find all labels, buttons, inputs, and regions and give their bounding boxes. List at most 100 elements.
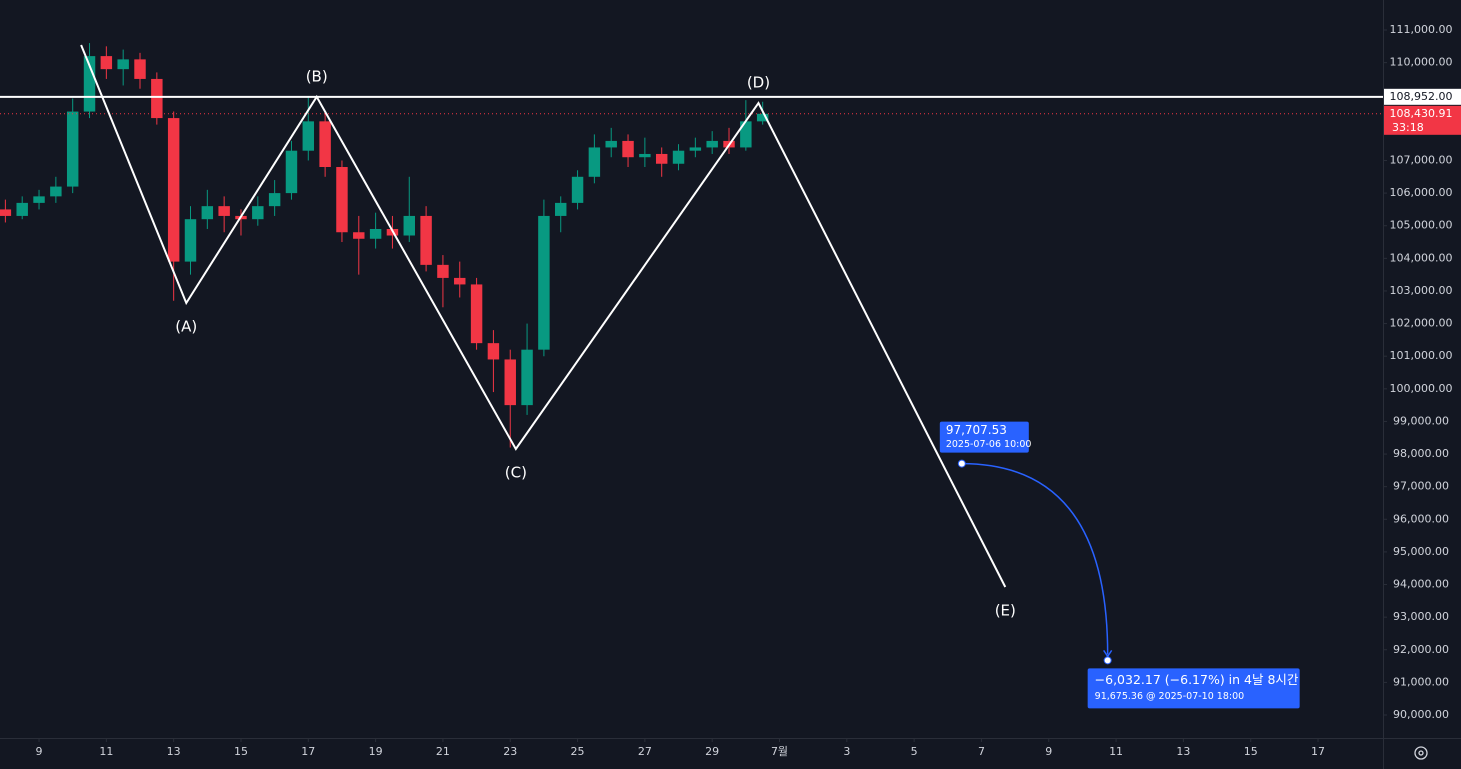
- wave-label: (B): [306, 67, 328, 85]
- wave-label: (C): [505, 463, 527, 481]
- x-tick-label: 27: [638, 745, 652, 758]
- measure-arrow: [961, 462, 1109, 655]
- last-price-tag: [1384, 105, 1461, 135]
- x-tick-label: 13: [1176, 745, 1190, 758]
- y-tick-label: 103,000.00: [1390, 284, 1453, 297]
- candle-body: [706, 140, 718, 148]
- x-tick-label: 29: [705, 745, 719, 758]
- x-tick-label: 9: [1045, 745, 1052, 758]
- measure-end: [1103, 656, 1112, 665]
- candle-body: [252, 206, 264, 220]
- candle-body: [437, 264, 449, 278]
- candle-body: [740, 121, 752, 148]
- candle-body: [504, 359, 516, 406]
- candle-body: [369, 228, 382, 239]
- y-tick-label: 98,000.00: [1393, 447, 1449, 460]
- candle-body: [336, 167, 348, 233]
- x-tick-label: 19: [369, 745, 383, 758]
- last-price-label: 108,430.91: [1390, 107, 1453, 120]
- x-tick-label: 3: [843, 745, 850, 758]
- y-tick-label: 97,000.00: [1393, 480, 1449, 493]
- x-tick-label: 7월: [771, 745, 788, 758]
- candle-body: [571, 176, 584, 203]
- candle-body: [167, 118, 180, 262]
- candle-body: [672, 150, 685, 164]
- y-tick-label: 111,000.00: [1390, 23, 1453, 36]
- candle-body: [487, 343, 500, 360]
- candle-body: [639, 153, 651, 158]
- measure-change: −6,032.17 (−6.17%) in 4날 8시간: [1095, 672, 1299, 687]
- candle-body: [302, 121, 315, 151]
- candle-body: [521, 349, 533, 406]
- x-tick-label: 11: [1109, 745, 1123, 758]
- x-tick-label: 23: [503, 745, 517, 758]
- y-tick-label: 94,000.00: [1393, 578, 1449, 591]
- measure-start-price: 97,707.53: [946, 423, 1007, 437]
- candle-body: [605, 140, 617, 148]
- candle-body: [622, 140, 634, 158]
- countdown: 33:18: [1392, 121, 1424, 134]
- y-tick-label: 95,000.00: [1393, 545, 1449, 558]
- candle-body: [83, 56, 96, 112]
- candle-body: [454, 277, 466, 285]
- y-tick-label: 105,000.00: [1390, 219, 1453, 232]
- y-tick-label: 106,000.00: [1390, 186, 1453, 199]
- measure-start-box: [939, 421, 1029, 453]
- candle-body: [33, 196, 45, 203]
- candle-body: [689, 147, 702, 151]
- settings-icon[interactable]: [1414, 746, 1428, 760]
- y-tick-label: 91,000.00: [1393, 675, 1449, 688]
- x-tick-label: 13: [167, 745, 181, 758]
- candle-body: [134, 59, 146, 79]
- x-tick-label: 7: [978, 745, 985, 758]
- candle-body: [285, 150, 298, 194]
- x-tick-label: 17: [1311, 745, 1325, 758]
- candle-body: [100, 56, 113, 70]
- horizontal-line-tag: [1384, 88, 1461, 105]
- settings-icon-ring: [1414, 746, 1428, 760]
- y-tick-label: 92,000.00: [1393, 643, 1449, 656]
- measure-result-box: [1087, 668, 1300, 709]
- candle-body: [655, 153, 668, 164]
- x-tick-label: 17: [301, 745, 315, 758]
- y-tick-label: 100,000.00: [1390, 382, 1453, 395]
- y-tick-label: 93,000.00: [1393, 610, 1449, 623]
- candle-body: [151, 78, 163, 119]
- candle-body: [117, 59, 129, 70]
- candle-body: [0, 209, 12, 216]
- x-tick-label: 25: [571, 745, 585, 758]
- candle-body: [420, 215, 432, 265]
- candle-body: [50, 186, 62, 197]
- candle-body: [756, 113, 769, 122]
- x-tick-label: 9: [36, 745, 43, 758]
- candle-body: [16, 202, 28, 216]
- settings-icon-hub: [1418, 750, 1424, 756]
- y-tick-label: 90,000.00: [1393, 708, 1449, 721]
- y-tick-label: 104,000.00: [1390, 251, 1453, 264]
- y-tick-label: 101,000.00: [1390, 349, 1453, 362]
- wave-label: (A): [175, 317, 197, 335]
- wave-label: (D): [747, 74, 770, 92]
- x-tick-label: 15: [234, 745, 248, 758]
- x-tick-label: 21: [436, 745, 450, 758]
- measure-end-label: 91,675.36 @ 2025-07-10 18:00: [1095, 691, 1245, 702]
- wave-label: (E): [995, 602, 1016, 620]
- measure-start-time: 2025-07-06 10:00: [946, 439, 1032, 450]
- candle-body: [201, 206, 214, 220]
- candle-body: [470, 284, 483, 344]
- y-tick-label: 102,000.00: [1390, 317, 1453, 330]
- x-tick-label: 11: [99, 745, 113, 758]
- candle-body: [218, 206, 230, 216]
- y-tick-label: 110,000.00: [1390, 56, 1453, 69]
- horizontal-line-label: 108,952.00: [1390, 90, 1453, 103]
- candle-body: [268, 193, 281, 207]
- candle-body: [555, 202, 567, 216]
- y-tick-label: 107,000.00: [1390, 153, 1453, 166]
- candle-body: [588, 147, 601, 177]
- candle-body: [403, 215, 415, 236]
- wave-line: [80, 44, 1007, 588]
- candle-body: [353, 232, 365, 239]
- candle-body: [66, 111, 79, 187]
